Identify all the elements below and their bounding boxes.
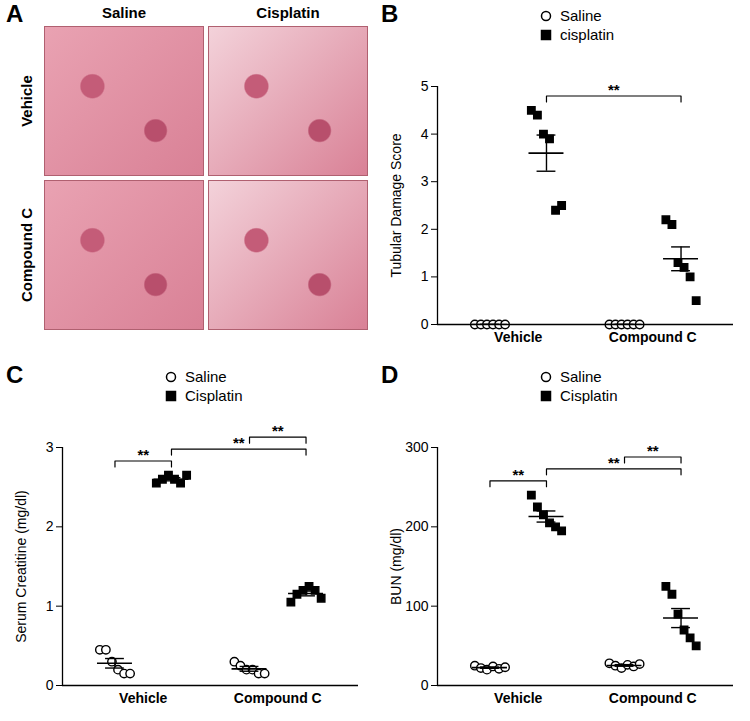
- html-text:Saline: Saline: [185, 368, 227, 385]
- svg-text:BUN (mg/dl): BUN (mg/dl): [388, 528, 404, 605]
- svg-text:4: 4: [421, 126, 429, 142]
- html-text:Compound C: Compound C: [18, 207, 35, 303]
- html-text:Cisplatin: Cisplatin: [256, 4, 320, 21]
- html-text:Saline: Saline: [101, 4, 147, 21]
- svg-text:**: **: [512, 466, 524, 483]
- svg-text:1: 1: [421, 268, 429, 284]
- svg-text:Vehicle: Vehicle: [119, 690, 167, 706]
- svg-text:Compound C: Compound C: [609, 690, 697, 706]
- svg-text:2: 2: [46, 518, 54, 534]
- html-text:D: D: [381, 361, 399, 388]
- svg-text:Serum Creatitine (mg/dl): Serum Creatitine (mg/dl): [13, 490, 29, 643]
- svg-text:300: 300: [405, 439, 429, 455]
- svg-text:Compound C: Compound C: [609, 329, 697, 345]
- svg-text:**: **: [272, 422, 284, 439]
- html-text:C: C: [6, 361, 24, 388]
- svg-text:Tubular Damage Score: Tubular Damage Score: [388, 133, 404, 277]
- svg-text:2: 2: [421, 221, 429, 237]
- svg-text:**: **: [608, 81, 620, 98]
- html-text:Saline: Saline: [560, 368, 602, 385]
- html-text:B: B: [381, 0, 399, 27]
- svg-text:**: **: [233, 434, 245, 451]
- html-text:Cisplatin: Cisplatin: [185, 387, 243, 404]
- svg-text:0: 0: [421, 677, 429, 693]
- svg-text:**: **: [647, 442, 659, 459]
- svg-text:1: 1: [46, 598, 54, 614]
- html-text:Vehicle: Vehicle: [18, 75, 35, 127]
- svg-text:Compound C: Compound C: [234, 690, 322, 706]
- html-text:A: A: [6, 0, 24, 27]
- svg-text:0: 0: [421, 316, 429, 332]
- svg-text:Vehicle: Vehicle: [494, 329, 542, 345]
- svg-text:3: 3: [421, 173, 429, 189]
- svg-text:Vehicle: Vehicle: [494, 690, 542, 706]
- svg-text:**: **: [137, 446, 149, 463]
- svg-text:200: 200: [405, 518, 429, 534]
- svg-text:3: 3: [46, 439, 54, 455]
- html-text:Saline: Saline: [560, 7, 602, 24]
- svg-text:5: 5: [421, 78, 429, 94]
- html-text:cisplatin: cisplatin: [560, 26, 615, 43]
- svg-text:100: 100: [405, 598, 429, 614]
- svg-text:**: **: [608, 454, 620, 471]
- html-text:Cisplatin: Cisplatin: [560, 387, 618, 404]
- svg-text:0: 0: [46, 677, 54, 693]
